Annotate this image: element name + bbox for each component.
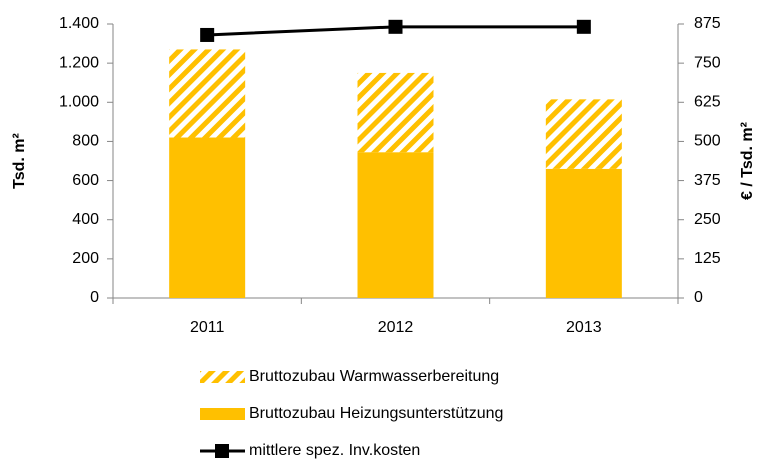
y-axis-label: Tsd. m² — [11, 133, 28, 189]
bar-segment — [169, 137, 246, 298]
y2-axis-label: € / Tsd. m² — [739, 122, 756, 200]
x-tick-label: 2013 — [566, 319, 602, 336]
x-tick-label: 2011 — [190, 319, 225, 336]
y2-tick-label: 250 — [694, 211, 721, 228]
y-tick-label: 1.400 — [59, 15, 99, 32]
y-tick-label: 200 — [72, 250, 99, 267]
y-tick-label: 800 — [72, 133, 99, 150]
y-tick-label: 600 — [72, 172, 99, 189]
y2-tick-label: 375 — [694, 172, 721, 189]
y2-tick-label: 500 — [694, 133, 721, 150]
y2-tick-label: 875 — [694, 15, 721, 32]
line-marker — [388, 19, 403, 34]
x-tick-label: 2012 — [378, 319, 414, 336]
legend-label: Bruttozubau Warmwasserbereitung — [249, 368, 499, 385]
y-tick-label: 1.200 — [59, 54, 99, 71]
line-marker — [576, 19, 591, 34]
legend-marker — [215, 444, 229, 458]
bar-segment — [545, 168, 622, 298]
legend-swatch — [200, 371, 245, 383]
y-tick-label: 0 — [90, 289, 99, 306]
y-tick-label: 400 — [72, 211, 99, 228]
bar-segment — [357, 72, 434, 153]
bar-segment — [357, 152, 434, 298]
y2-tick-label: 125 — [694, 250, 721, 267]
legend-label: Bruttozubau Heizungsunterstützung — [249, 405, 503, 422]
line-marker — [200, 27, 215, 42]
legend-swatch — [200, 408, 245, 420]
y2-tick-label: 0 — [694, 289, 703, 306]
y-tick-label: 1.000 — [59, 94, 99, 111]
y2-tick-label: 625 — [694, 94, 721, 111]
bar-segment — [169, 49, 246, 138]
legend-label: mittlere spez. Inv.kosten — [249, 442, 420, 459]
bar-segment — [545, 99, 622, 169]
y2-tick-label: 750 — [694, 54, 721, 71]
